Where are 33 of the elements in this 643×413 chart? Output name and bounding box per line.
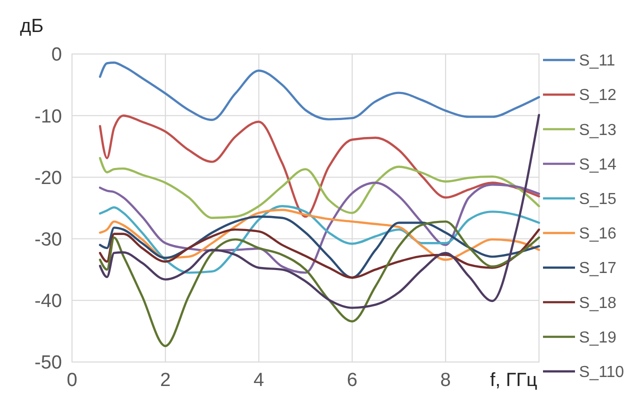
x-tick-label: 6 bbox=[346, 370, 358, 391]
line-series bbox=[98, 216, 540, 279]
y-tick-label: -20 bbox=[34, 168, 62, 189]
x-tick-label: 0 bbox=[66, 370, 78, 391]
legend-label: S_14 bbox=[579, 156, 616, 174]
y-tick-label: -40 bbox=[34, 291, 62, 312]
legend-label: S_13 bbox=[579, 122, 616, 139]
legend-label: S_18 bbox=[579, 294, 616, 312]
y-tick-label: -50 bbox=[34, 352, 62, 374]
line-series bbox=[98, 62, 540, 122]
x-tick-label: 8 bbox=[440, 370, 451, 391]
x-tick-label: 4 bbox=[254, 370, 265, 391]
line-series bbox=[98, 220, 540, 348]
line-series bbox=[98, 182, 540, 274]
y-tick-label: -10 bbox=[34, 106, 62, 128]
y-tick-label: 0 bbox=[51, 44, 62, 66]
legend-label: S_110 bbox=[579, 364, 624, 381]
line-series bbox=[98, 208, 540, 261]
y-axis-title: дБ bbox=[20, 16, 44, 37]
legend-label: S_19 bbox=[579, 329, 616, 346]
x-axis-title: f, ГГц bbox=[490, 370, 538, 391]
line-series bbox=[98, 228, 540, 279]
legend-label: S_15 bbox=[579, 191, 616, 208]
legend-label: S_17 bbox=[579, 260, 616, 278]
y-tick-label: -30 bbox=[34, 229, 62, 250]
line-series bbox=[98, 114, 540, 218]
x-tick-label: 2 bbox=[160, 370, 171, 391]
line-series bbox=[98, 157, 540, 219]
legend-label: S_12 bbox=[579, 87, 616, 104]
line-series bbox=[98, 205, 540, 274]
line-series bbox=[98, 114, 540, 309]
legend-label: S_11 bbox=[579, 52, 616, 70]
legend-label: S_16 bbox=[579, 226, 616, 243]
